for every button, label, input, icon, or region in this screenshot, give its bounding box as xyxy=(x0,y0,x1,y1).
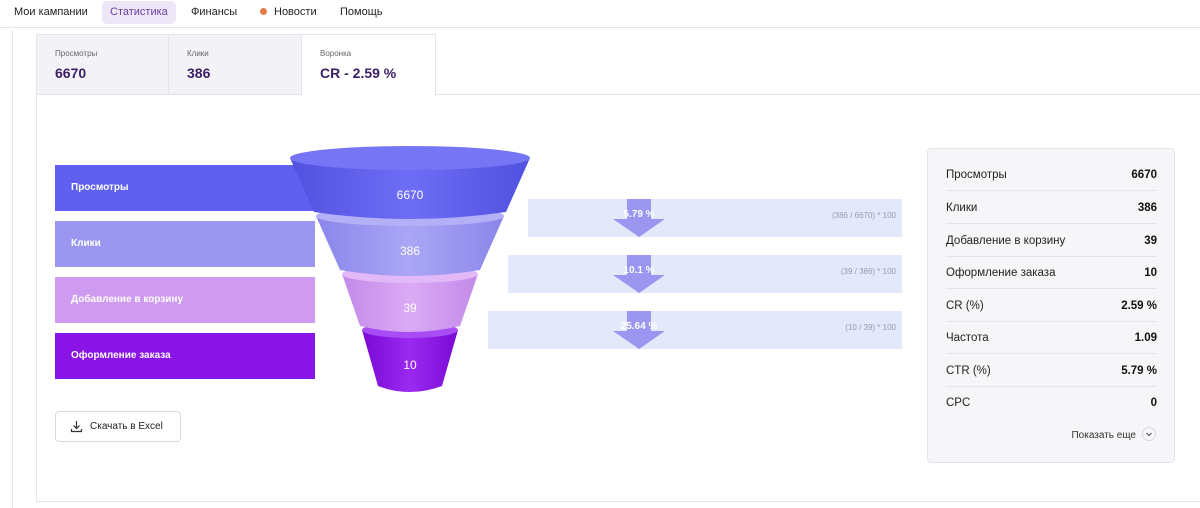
tab-funnel-label: Воронка xyxy=(320,49,352,58)
down-arrow-icon xyxy=(613,311,665,349)
funnel-value-add-to-cart: 39 xyxy=(403,301,417,315)
download-excel-button[interactable]: Скачать в Excel xyxy=(55,411,181,442)
tab-clicks-value: 386 xyxy=(187,65,211,81)
funnel-value-clicks: 386 xyxy=(400,244,420,258)
conversion-strip-1: (386 / 6670) * 100 xyxy=(528,199,902,237)
funnel-bar-checkout: Оформление заказа xyxy=(55,333,315,379)
conversion-arrow-1: 5.79 % xyxy=(613,199,665,237)
stat-row-ctr: CTR (%) 5.79 % xyxy=(946,355,1157,387)
funnel-segment-add-to-cart xyxy=(342,274,478,332)
conversion-arrow-2: 10.1 % xyxy=(613,255,665,293)
download-excel-label: Скачать в Excel xyxy=(90,421,163,432)
nav-news[interactable]: Новости xyxy=(252,1,325,24)
conversion-arrow-3: 25.64 % xyxy=(613,311,665,349)
tab-views[interactable]: Просмотры 6670 xyxy=(36,34,169,95)
top-nav: Мои кампании Статистика Финансы Новости … xyxy=(0,0,1200,28)
conversion-formula-3: (10 / 39) * 100 xyxy=(845,323,896,332)
funnel-segment-clicks xyxy=(316,216,504,276)
funnel-bar-add-to-cart: Добавление в корзину xyxy=(55,277,315,323)
nav-help[interactable]: Помощь xyxy=(340,6,383,18)
down-arrow-icon xyxy=(613,199,665,237)
funnel-segment-checkout xyxy=(362,330,458,392)
conversion-percent-1: 5.79 % xyxy=(623,209,655,220)
conversion-percent-3: 25.64 % xyxy=(620,321,658,332)
nav-finances[interactable]: Финансы xyxy=(191,6,238,18)
conversion-formula-2: (39 / 386) * 100 xyxy=(840,267,896,276)
down-arrow-icon xyxy=(613,255,665,293)
funnel-graphic: 6670 386 39 10 xyxy=(290,146,530,392)
funnel-bar-views: Просмотры xyxy=(55,165,315,211)
show-more-button[interactable]: Показать еще xyxy=(1071,427,1156,441)
funnel-value-views: 6670 xyxy=(397,188,424,202)
stats-card: Просмотры 6670 Клики 386 Добавление в корз… xyxy=(927,148,1175,463)
tab-views-label: Просмотры xyxy=(55,49,98,58)
stat-row-clicks: Клики 386 xyxy=(946,192,1157,224)
download-icon xyxy=(70,421,83,433)
stat-row-checkout: Оформление заказа 10 xyxy=(946,257,1157,289)
nav-statistics[interactable]: Статистика xyxy=(102,1,176,24)
metric-tabs: Просмотры 6670 Клики 386 Воронка CR - 2.… xyxy=(36,34,436,96)
funnel-segment-views-top xyxy=(290,146,530,170)
stat-row-views: Просмотры 6670 xyxy=(946,159,1157,191)
tab-funnel[interactable]: Воронка CR - 2.59 % xyxy=(301,34,436,96)
conversion-percent-2: 10.1 % xyxy=(623,265,655,276)
stat-row-cpc: CPC 0 xyxy=(946,397,1157,409)
tab-clicks-label: Клики xyxy=(187,49,209,58)
tab-views-value: 6670 xyxy=(55,65,87,81)
show-more-label: Показать еще xyxy=(1071,430,1136,441)
stat-row-add-to-cart: Добавление в корзину 39 xyxy=(946,225,1157,257)
funnel-bar-clicks: Клики xyxy=(55,221,315,267)
funnel-value-checkout: 10 xyxy=(403,358,417,372)
funnel-segment-views xyxy=(290,158,530,219)
news-dot-icon xyxy=(260,8,267,15)
conversion-formula-1: (386 / 6670) * 100 xyxy=(831,211,896,220)
left-divider xyxy=(12,30,13,508)
tab-funnel-value: CR - 2.59 % xyxy=(320,65,397,81)
stat-row-frequency: Частота 1.09 xyxy=(946,322,1157,354)
conversion-strip-3: (10 / 39) * 100 xyxy=(488,311,902,349)
tab-clicks[interactable]: Клики 386 xyxy=(168,34,302,95)
nav-my-campaigns[interactable]: Мои кампании xyxy=(14,6,88,18)
stat-row-cr: CR (%) 2.59 % xyxy=(946,290,1157,322)
conversion-strip-2: (39 / 386) * 100 xyxy=(508,255,902,293)
chevron-down-icon xyxy=(1142,427,1156,441)
